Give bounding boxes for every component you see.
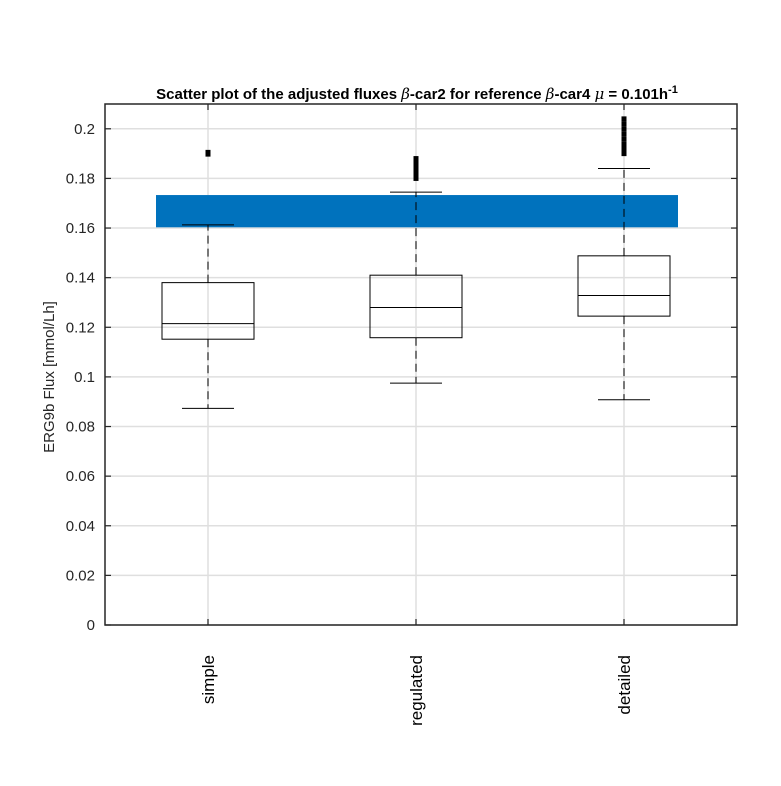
y-tick-label: 0.08 (66, 419, 95, 436)
y-tick-label: 0.06 (66, 468, 95, 485)
box-group-regulated (369, 156, 463, 384)
outlier-point (621, 131, 627, 137)
x-category-label-detailed: detailed (615, 655, 634, 715)
chart-title: Scatter plot of the adjusted fluxes β-ca… (156, 84, 678, 103)
y-axis-label: ERG9b Flux [mmol/Lh] (41, 301, 58, 453)
outlier-point (621, 141, 627, 147)
x-category-label-regulated: regulated (407, 655, 426, 726)
label-layer: 0 0.02 0.04 0.06 0.08 0.1 0.12 0.14 0.16 0.18 0.2 s… (66, 121, 634, 726)
axes-frame (104, 103, 738, 626)
axis-layer (104, 103, 738, 626)
box-layer (161, 116, 671, 409)
y-tick-label: 0.2 (74, 121, 95, 138)
iqr-box (161, 282, 255, 340)
outlier-point (621, 126, 627, 132)
outlier-point (413, 156, 419, 162)
y-tick-label: 0.1 (74, 369, 95, 386)
x-category-label-simple: simple (199, 655, 218, 704)
box-group-simple (161, 149, 255, 409)
outlier-point (621, 116, 627, 122)
box-group-detailed (577, 116, 671, 401)
y-tick-label: 0.14 (66, 270, 95, 287)
y-tick-label: 0.12 (66, 319, 95, 336)
y-tick-label: 0.02 (66, 567, 95, 584)
outlier-point (621, 121, 627, 127)
y-tick-label: 0 (87, 617, 95, 634)
outlier-point (621, 136, 627, 142)
iqr-box (369, 274, 463, 339)
y-tick-label: 0.16 (66, 220, 95, 237)
outlier-point (205, 149, 211, 155)
iqr-box (577, 255, 671, 317)
y-tick-label: 0.18 (66, 170, 95, 187)
reference-band-layer (156, 195, 678, 228)
reference-band (156, 195, 678, 228)
y-tick-label: 0.04 (66, 518, 95, 535)
